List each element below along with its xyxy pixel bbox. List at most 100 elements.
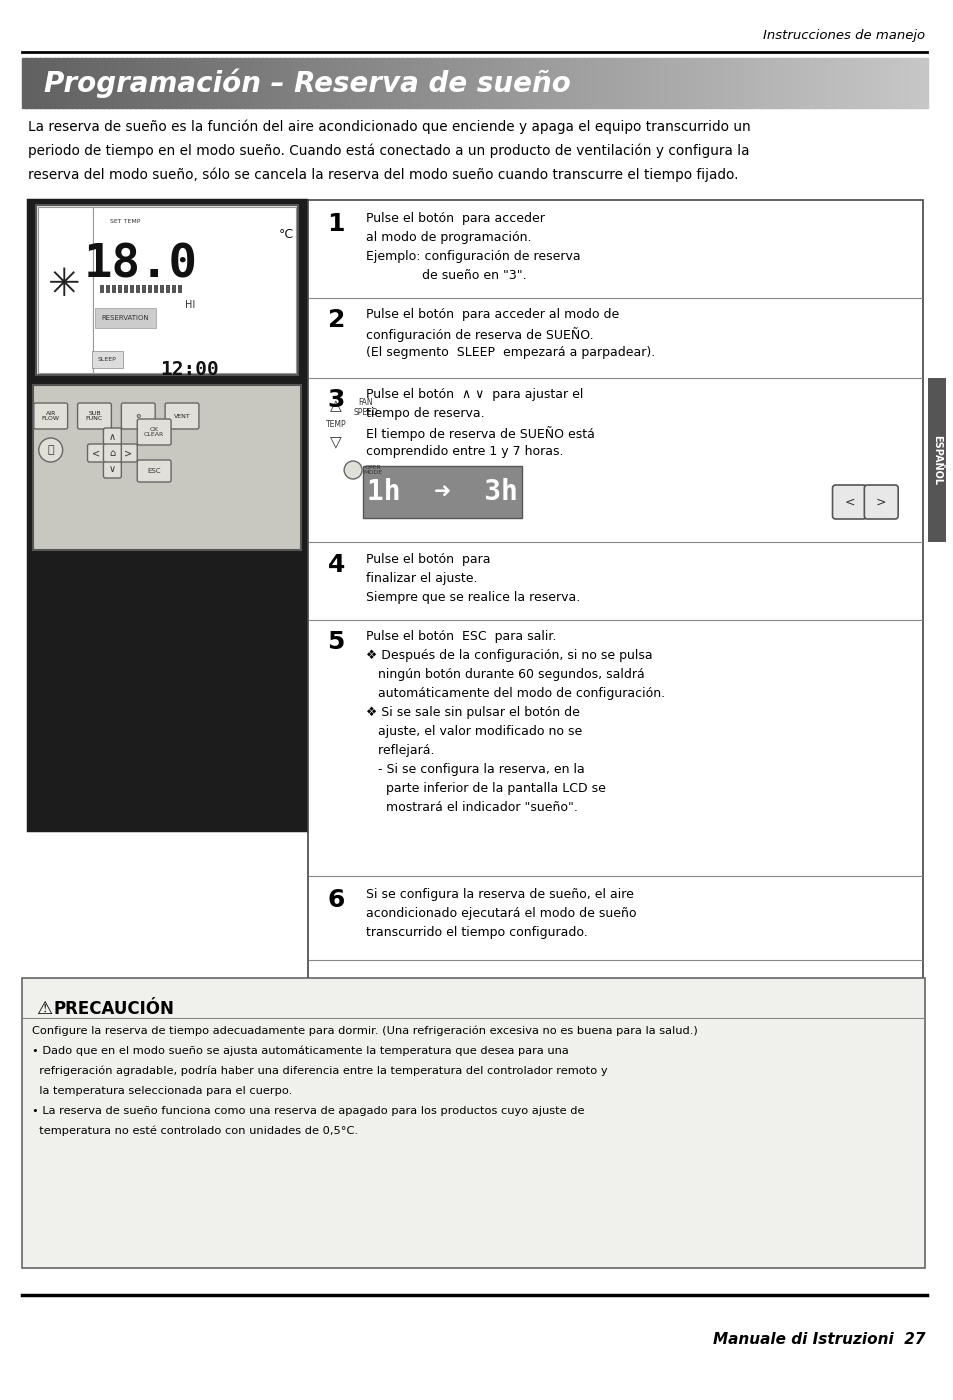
Bar [189,57,194,108]
Text: TEMP: TEMP [326,420,346,428]
Bar [49,57,54,108]
Bar [275,57,280,108]
Bar [714,57,720,108]
FancyBboxPatch shape [103,428,121,447]
Bar [406,57,412,108]
Bar [506,57,511,108]
Bar [126,57,132,108]
Bar [85,57,91,108]
Bar [596,57,601,108]
Bar [474,57,479,108]
Bar [587,57,593,108]
Bar [704,57,710,108]
Bar [841,57,845,108]
Bar [32,385,301,550]
Bar [383,57,389,108]
Bar [38,207,92,372]
FancyBboxPatch shape [137,461,171,482]
Text: (El segmento  SLEEP  empezará a parpadear).: (El segmento SLEEP empezará a parpadear)… [366,346,655,358]
Bar [266,57,272,108]
Bar [740,57,746,108]
Bar [320,57,326,108]
Bar [854,57,860,108]
Bar [198,57,204,108]
Bar [172,286,176,293]
Bar [257,57,262,108]
Bar [541,57,547,108]
Text: Configure la reserva de tiempo adecuadamente para dormir. (Una refrigeración exc: Configure la reserva de tiempo adecuadam… [31,1026,697,1036]
Bar [203,57,208,108]
FancyBboxPatch shape [863,484,897,519]
Bar [248,57,253,108]
Bar [859,57,863,108]
Bar [736,57,741,108]
Text: tiempo de reserva.: tiempo de reserva. [366,407,484,420]
Bar [154,286,158,293]
Bar [664,57,669,108]
Text: comprendido entre 1 y 7 horas.: comprendido entre 1 y 7 horas. [366,445,563,458]
Bar [686,57,692,108]
Text: 2: 2 [327,308,345,332]
Text: FAN
SPEED: FAN SPEED [354,398,378,417]
Bar [117,57,122,108]
Bar [289,57,294,108]
Text: temperatura no esté controlado con unidades de 0,5°C.: temperatura no esté controlado con unida… [31,1126,357,1137]
Bar [221,57,226,108]
Bar [537,57,543,108]
Bar [131,286,134,293]
Bar [592,57,597,108]
Bar [393,57,398,108]
FancyBboxPatch shape [137,419,171,445]
Bar [370,57,375,108]
Text: mostrará el indicador "sueño".: mostrará el indicador "sueño". [366,801,578,813]
Bar [668,57,674,108]
Bar [185,57,191,108]
FancyBboxPatch shape [103,444,121,462]
Text: • La reserva de sueño funciona como una reserva de apagado para los productos cu: • La reserva de sueño funciona como una … [31,1106,584,1116]
Bar [927,378,945,542]
Bar [890,57,896,108]
Bar [139,57,145,108]
Bar [885,57,891,108]
Text: ⚠: ⚠ [36,1000,51,1018]
Text: °C: °C [278,228,294,241]
Bar [178,286,182,293]
Text: ❖ Después de la configuración, si no se pulsa: ❖ Después de la configuración, si no se … [366,650,652,662]
Bar [628,57,633,108]
Text: 5: 5 [327,630,345,654]
Bar [470,57,475,108]
Bar [356,57,362,108]
Bar [800,57,805,108]
FancyBboxPatch shape [88,444,106,462]
Bar [881,57,886,108]
Bar [578,57,583,108]
Bar [112,286,116,293]
Text: Si se configura la reserva de sueño, el aire: Si se configura la reserva de sueño, el … [366,888,633,902]
Bar [655,57,660,108]
Text: Pulse el botón  para acceder al modo de: Pulse el botón para acceder al modo de [366,308,618,321]
Bar [818,57,823,108]
Bar [375,57,380,108]
Bar [162,57,168,108]
Bar [149,57,154,108]
Bar [546,57,552,108]
Bar [157,57,163,108]
Bar [917,57,923,108]
Bar [750,57,755,108]
Text: 1: 1 [327,211,345,237]
Bar [488,57,493,108]
Bar [872,57,878,108]
Bar [271,57,276,108]
Bar [63,57,68,108]
Bar [81,57,86,108]
Bar [497,57,502,108]
Bar [40,57,46,108]
Bar [124,286,128,293]
Text: automáticamente del modo de configuración.: automáticamente del modo de configuració… [366,687,664,700]
FancyBboxPatch shape [165,403,199,428]
Bar [112,57,118,108]
Bar [659,57,665,108]
Bar [307,57,313,108]
Bar [225,57,231,108]
Bar [759,57,764,108]
